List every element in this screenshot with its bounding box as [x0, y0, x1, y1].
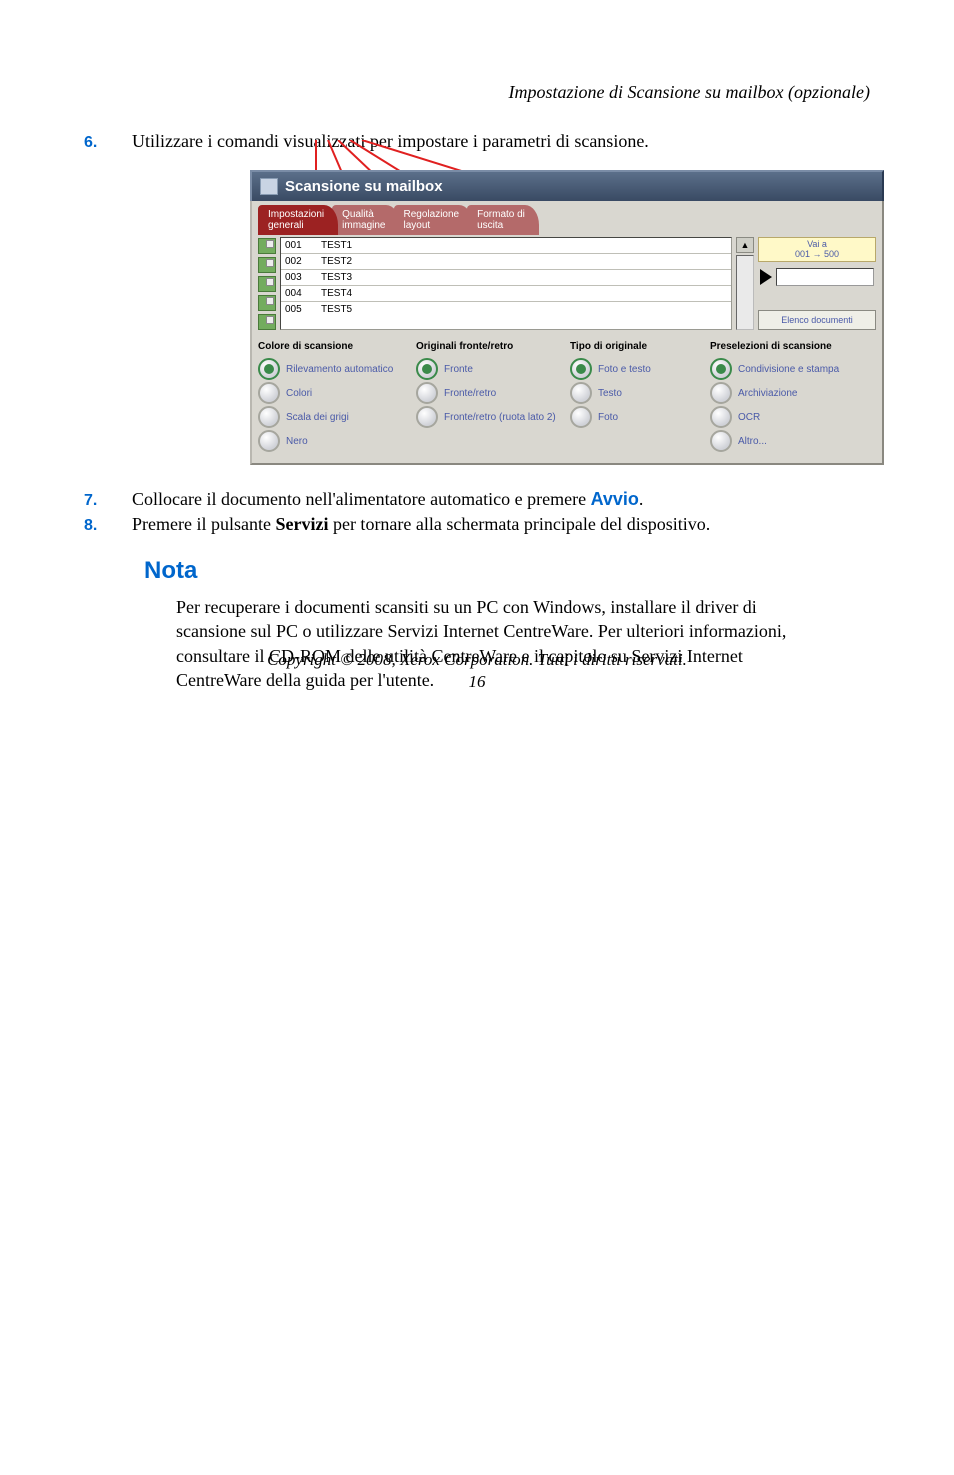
mailbox-id: 001: [285, 240, 321, 251]
radio-auto-detect[interactable]: Rilevamento automatico: [258, 357, 416, 381]
page-footer: Copyright © 2008, Xerox Corporation. Tut…: [0, 650, 954, 692]
note-heading: Nota: [144, 557, 870, 585]
radio-label: Scala dei grigi: [286, 412, 349, 423]
copyright-text: Copyright © 2008, Xerox Corporation. Tut…: [267, 650, 687, 669]
mailbox-name: TEST5: [321, 304, 352, 315]
mailbox-list[interactable]: 001 TEST1 002 TEST2 003 TEST3 004: [280, 237, 732, 330]
tab-general-settings[interactable]: Impostazioni generali: [258, 205, 338, 235]
tab-output-format[interactable]: Formato di uscita: [467, 205, 539, 235]
mailbox-icon: [258, 276, 276, 292]
step-7-prefix: Collocare il documento nell'alimentatore…: [132, 489, 591, 509]
radio-front-back[interactable]: Fronte/retro: [416, 381, 570, 405]
ui-screenshot: Scansione su mailbox Impostazioni genera…: [250, 170, 870, 465]
radio-label: Colori: [286, 388, 312, 399]
radio-label: Fronte: [444, 364, 473, 375]
mailbox-row[interactable]: 001 TEST1: [281, 238, 731, 254]
step-7: 7. Collocare il documento nell'alimentat…: [84, 489, 870, 510]
radio-front-back-rotate[interactable]: Fronte/retro (ruota lato 2): [416, 405, 570, 429]
step-8-keyword: Servizi: [275, 514, 328, 534]
mailbox-id: 005: [285, 304, 321, 315]
scroll-up-button[interactable]: ▲: [736, 237, 754, 253]
scroll-track[interactable]: [736, 255, 754, 330]
tab-layout-adjustment[interactable]: Regolazione layout: [394, 205, 474, 235]
mailbox-id: 003: [285, 272, 321, 283]
tab-image-quality[interactable]: Qualità immagine: [332, 205, 399, 235]
mailbox-name: TEST4: [321, 288, 352, 299]
radio-front[interactable]: Fronte: [416, 357, 570, 381]
radio-label: Foto: [598, 412, 618, 423]
step-7-text: Collocare il documento nell'alimentatore…: [132, 489, 643, 510]
radio-color[interactable]: Colori: [258, 381, 416, 405]
step-8-prefix: Premere il pulsante: [132, 514, 275, 534]
step-6: 6. Utilizzare i comandi visualizzati per…: [84, 131, 870, 152]
window-icon: [260, 178, 278, 195]
window-titlebar: Scansione su mailbox: [250, 170, 884, 201]
scan-color-header: Colore di scansione: [258, 338, 416, 357]
radio-photo-text[interactable]: Foto e testo: [570, 357, 710, 381]
radio-label: OCR: [738, 412, 760, 423]
mailbox-icon: [258, 238, 276, 254]
step-7-keyword: Avvio: [591, 489, 639, 509]
radio-grayscale[interactable]: Scala dei grigi: [258, 405, 416, 429]
goto-box: Vai a 001 → 500: [758, 237, 876, 262]
radio-label: Altro...: [738, 436, 767, 447]
radio-text[interactable]: Testo: [570, 381, 710, 405]
step-7-suffix: .: [639, 489, 644, 509]
mailbox-icon: [258, 295, 276, 311]
radio-label: Nero: [286, 436, 308, 447]
radio-label: Fronte/retro (ruota lato 2): [444, 412, 556, 423]
step-8-text: Premere il pulsante Servizi per tornare …: [132, 514, 710, 535]
mailbox-row[interactable]: 003 TEST3: [281, 270, 731, 286]
page-number: 16: [0, 672, 954, 692]
goto-range: 001 → 500: [761, 250, 873, 260]
original-type-header: Tipo di originale: [570, 338, 710, 357]
mailbox-name: TEST1: [321, 240, 352, 251]
mailbox-name: TEST2: [321, 256, 352, 267]
radio-archive[interactable]: Archiviazione: [710, 381, 870, 405]
window-title: Scansione su mailbox: [285, 178, 443, 195]
mailbox-row[interactable]: 005 TEST5: [281, 302, 731, 317]
step-8-number: 8.: [84, 517, 132, 535]
mailbox-id: 004: [285, 288, 321, 299]
radio-black[interactable]: Nero: [258, 429, 416, 453]
mailbox-name: TEST3: [321, 272, 352, 283]
radio-other[interactable]: Altro...: [710, 429, 870, 453]
radio-label: Testo: [598, 388, 622, 399]
play-icon: [760, 269, 772, 285]
step-8-suffix: per tornare alla schermata principale de…: [328, 514, 710, 534]
page-header-title: Impostazione di Scansione su mailbox (op…: [84, 82, 870, 103]
radio-photo[interactable]: Foto: [570, 405, 710, 429]
tabs-row: Impostazioni generali Qualità immagine R…: [252, 201, 882, 235]
radio-label: Fronte/retro: [444, 388, 496, 399]
document-list-button[interactable]: Elenco documenti: [758, 310, 876, 330]
radio-label: Rilevamento automatico: [286, 364, 393, 375]
mailbox-row[interactable]: 004 TEST4: [281, 286, 731, 302]
mailbox-id: 002: [285, 256, 321, 267]
radio-ocr[interactable]: OCR: [710, 405, 870, 429]
radio-label: Condivisione e stampa: [738, 364, 839, 375]
mailbox-row[interactable]: 002 TEST2: [281, 254, 731, 270]
step-6-text: Utilizzare i comandi visualizzati per im…: [132, 131, 649, 152]
mailbox-icon-column: [258, 237, 276, 330]
step-7-number: 7.: [84, 492, 132, 510]
scan-presets-header: Preselezioni di scansione: [710, 338, 870, 357]
radio-label: Foto e testo: [598, 364, 651, 375]
radio-label: Archiviazione: [738, 388, 797, 399]
scrollbar[interactable]: ▲: [736, 237, 754, 330]
step-8: 8. Premere il pulsante Servizi per torna…: [84, 514, 870, 535]
radio-share-print[interactable]: Condivisione e stampa: [710, 357, 870, 381]
mailbox-icon: [258, 314, 276, 330]
scan-window: Scansione su mailbox Impostazioni genera…: [250, 170, 884, 465]
step-6-number: 6.: [84, 134, 132, 152]
two-sided-header: Originali fronte/retro: [416, 338, 570, 357]
goto-input[interactable]: [776, 268, 874, 286]
mailbox-icon: [258, 257, 276, 273]
